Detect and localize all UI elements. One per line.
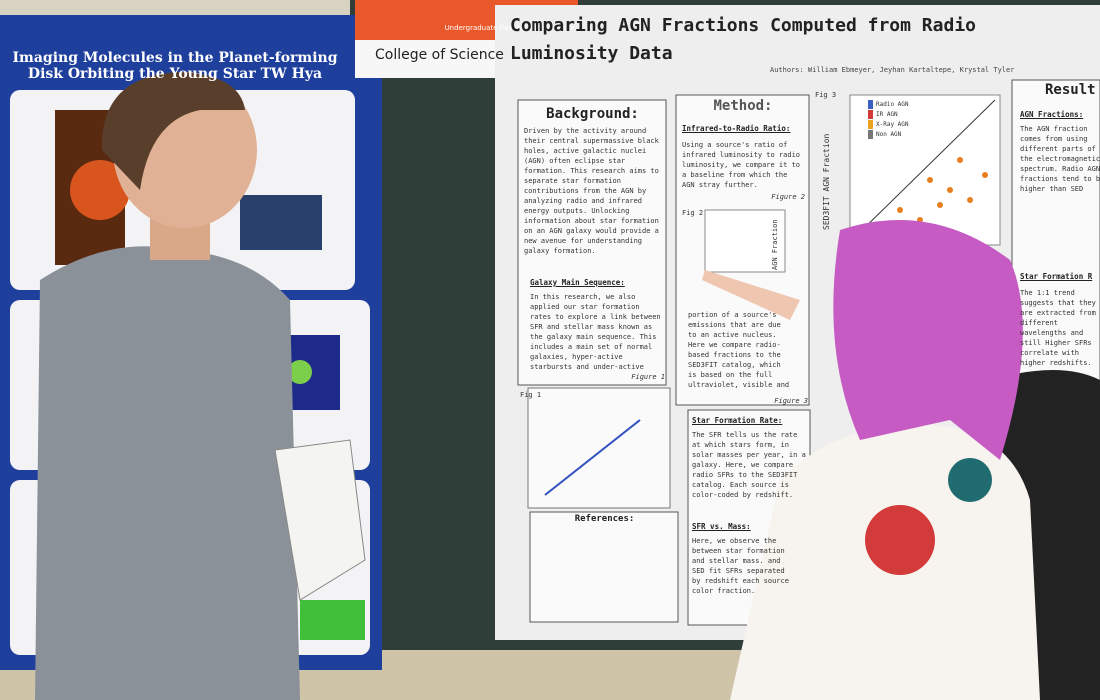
leaf: [948, 458, 992, 502]
notebook: [274, 439, 366, 601]
text: Here, we observe the between star format…: [692, 537, 789, 595]
caption: Fig 3: [815, 91, 837, 99]
subheading: Star Formation Rate:: [692, 416, 783, 425]
axis-label: SED3FIT AGN Fraction: [822, 133, 831, 230]
text: Driven by the activity around their cent…: [524, 127, 659, 255]
heading: Background:: [546, 106, 639, 122]
caption: Figure 3: [774, 397, 808, 405]
disk: [70, 160, 130, 220]
fig1-box: [527, 387, 671, 509]
authors: Authors: William Ebmeyer, Jeyhan Kartalt…: [770, 66, 1015, 74]
fig2-plot: [704, 209, 786, 273]
text: In this research, we also applied our st…: [530, 293, 661, 371]
legend-entry: Radio AGN: [868, 100, 928, 109]
subheading: SFR vs. Mass:: [692, 522, 751, 531]
heading: Result: [1045, 82, 1096, 98]
subheading: Infrared-to-Radio Ratio:: [682, 124, 791, 133]
man-hair: [101, 72, 245, 190]
caption: Fig 2: [682, 209, 704, 217]
text: The SFR tells us the rate at which stars…: [692, 431, 806, 499]
references-box: [529, 511, 679, 623]
text: The 1:1 trend suggests that they are ext…: [1020, 289, 1096, 367]
legend: Radio AGN IR AGN X-Ray AGN Non AGN: [868, 100, 928, 140]
one-to-one: [851, 99, 996, 241]
scatter-dots: [897, 157, 988, 223]
subheading: Galaxy Main Sequence:: [530, 278, 625, 287]
background-box: [517, 99, 667, 386]
caption: Figure 1: [631, 373, 665, 381]
poster-title: Comparing AGN Fractions Computed from Ra…: [510, 15, 976, 64]
college: College of Science: [375, 47, 504, 63]
heading: References:: [574, 514, 635, 524]
left-title: Imaging Molecules in the Planet-forming …: [12, 50, 338, 82]
alma-image: [240, 195, 322, 250]
woman-arm: [702, 270, 800, 320]
legend-entry: IR AGN: [868, 110, 928, 119]
map-image: [300, 600, 365, 640]
text: The AGN fraction comes from using differ…: [1020, 125, 1100, 193]
axis-label: AGN Fraction: [771, 219, 779, 270]
text: Using a source's ratio of infrared lumin…: [682, 141, 801, 189]
legend-entry: Non AGN: [868, 130, 928, 139]
man-shirt: [35, 246, 300, 700]
caption: Fig 1: [520, 391, 542, 399]
text: portion of a source's emissions that are…: [688, 311, 790, 389]
fit-line: [544, 419, 641, 496]
subheading: AGN Fractions:: [1020, 110, 1084, 119]
legend-entry: X-Ray AGN: [868, 120, 928, 129]
flower: [865, 505, 935, 575]
event: Undergraduate Research Symposium: [444, 24, 575, 32]
caption: Figure 2: [771, 193, 805, 201]
map-spot: [288, 360, 312, 384]
heading: Method:: [713, 98, 773, 114]
subheading: Star Formation R: [1020, 272, 1093, 281]
woman-hair: [833, 220, 1023, 460]
